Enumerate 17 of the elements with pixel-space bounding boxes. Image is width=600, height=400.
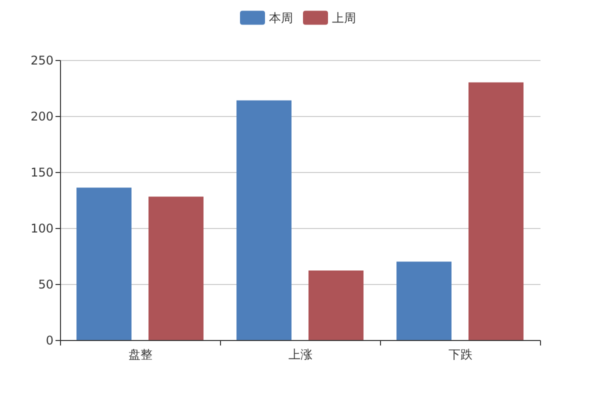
y-tick-label: 250 [30,54,54,68]
bar [308,270,364,340]
y-tick-label: 200 [30,110,54,124]
x-tick-label: 盘整 [128,348,152,362]
y-tick-label: 150 [30,166,54,180]
x-tick-label: 上涨 [288,348,312,362]
legend-label: 本周 [269,10,293,25]
y-tick-label: 100 [30,222,54,236]
bar [148,196,204,340]
bar [468,82,524,340]
y-tick-label: 50 [38,278,54,292]
bar [236,100,292,340]
y-tick-label: 0 [46,334,54,348]
x-tick-label: 下跌 [448,348,472,362]
legend-label: 上周 [332,10,356,25]
bar [396,262,452,340]
bar [76,188,132,340]
